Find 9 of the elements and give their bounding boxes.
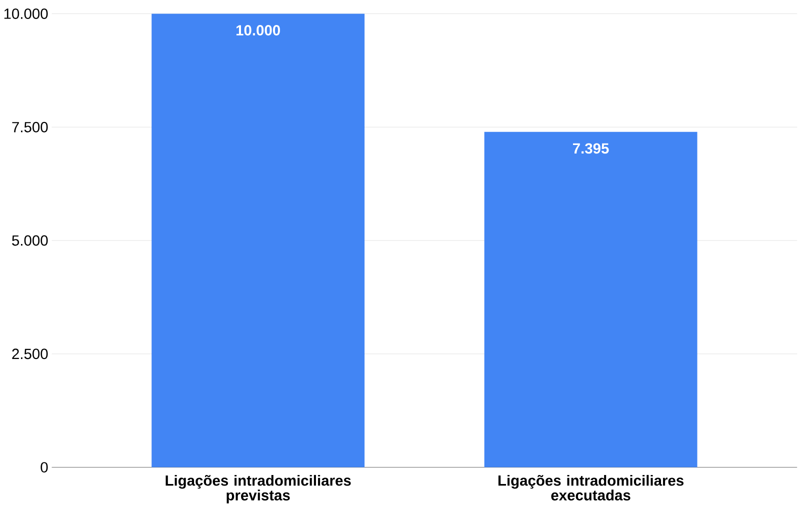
y-tick-label: 2.500	[12, 348, 48, 360]
y-tick-label: 7.500	[12, 122, 48, 132]
y-tick-label: 5.000	[12, 235, 48, 246]
y-tick-label: 0	[40, 462, 48, 473]
data-label: 10.000	[236, 25, 280, 36]
data-label: 7.395	[572, 143, 609, 154]
x-tick-label: Ligações intradomiciliares previstas	[166, 475, 351, 504]
x-tick-label: Ligações intradomiciliares executadas	[498, 475, 684, 501]
y-tick-label: 10.000	[4, 8, 48, 20]
